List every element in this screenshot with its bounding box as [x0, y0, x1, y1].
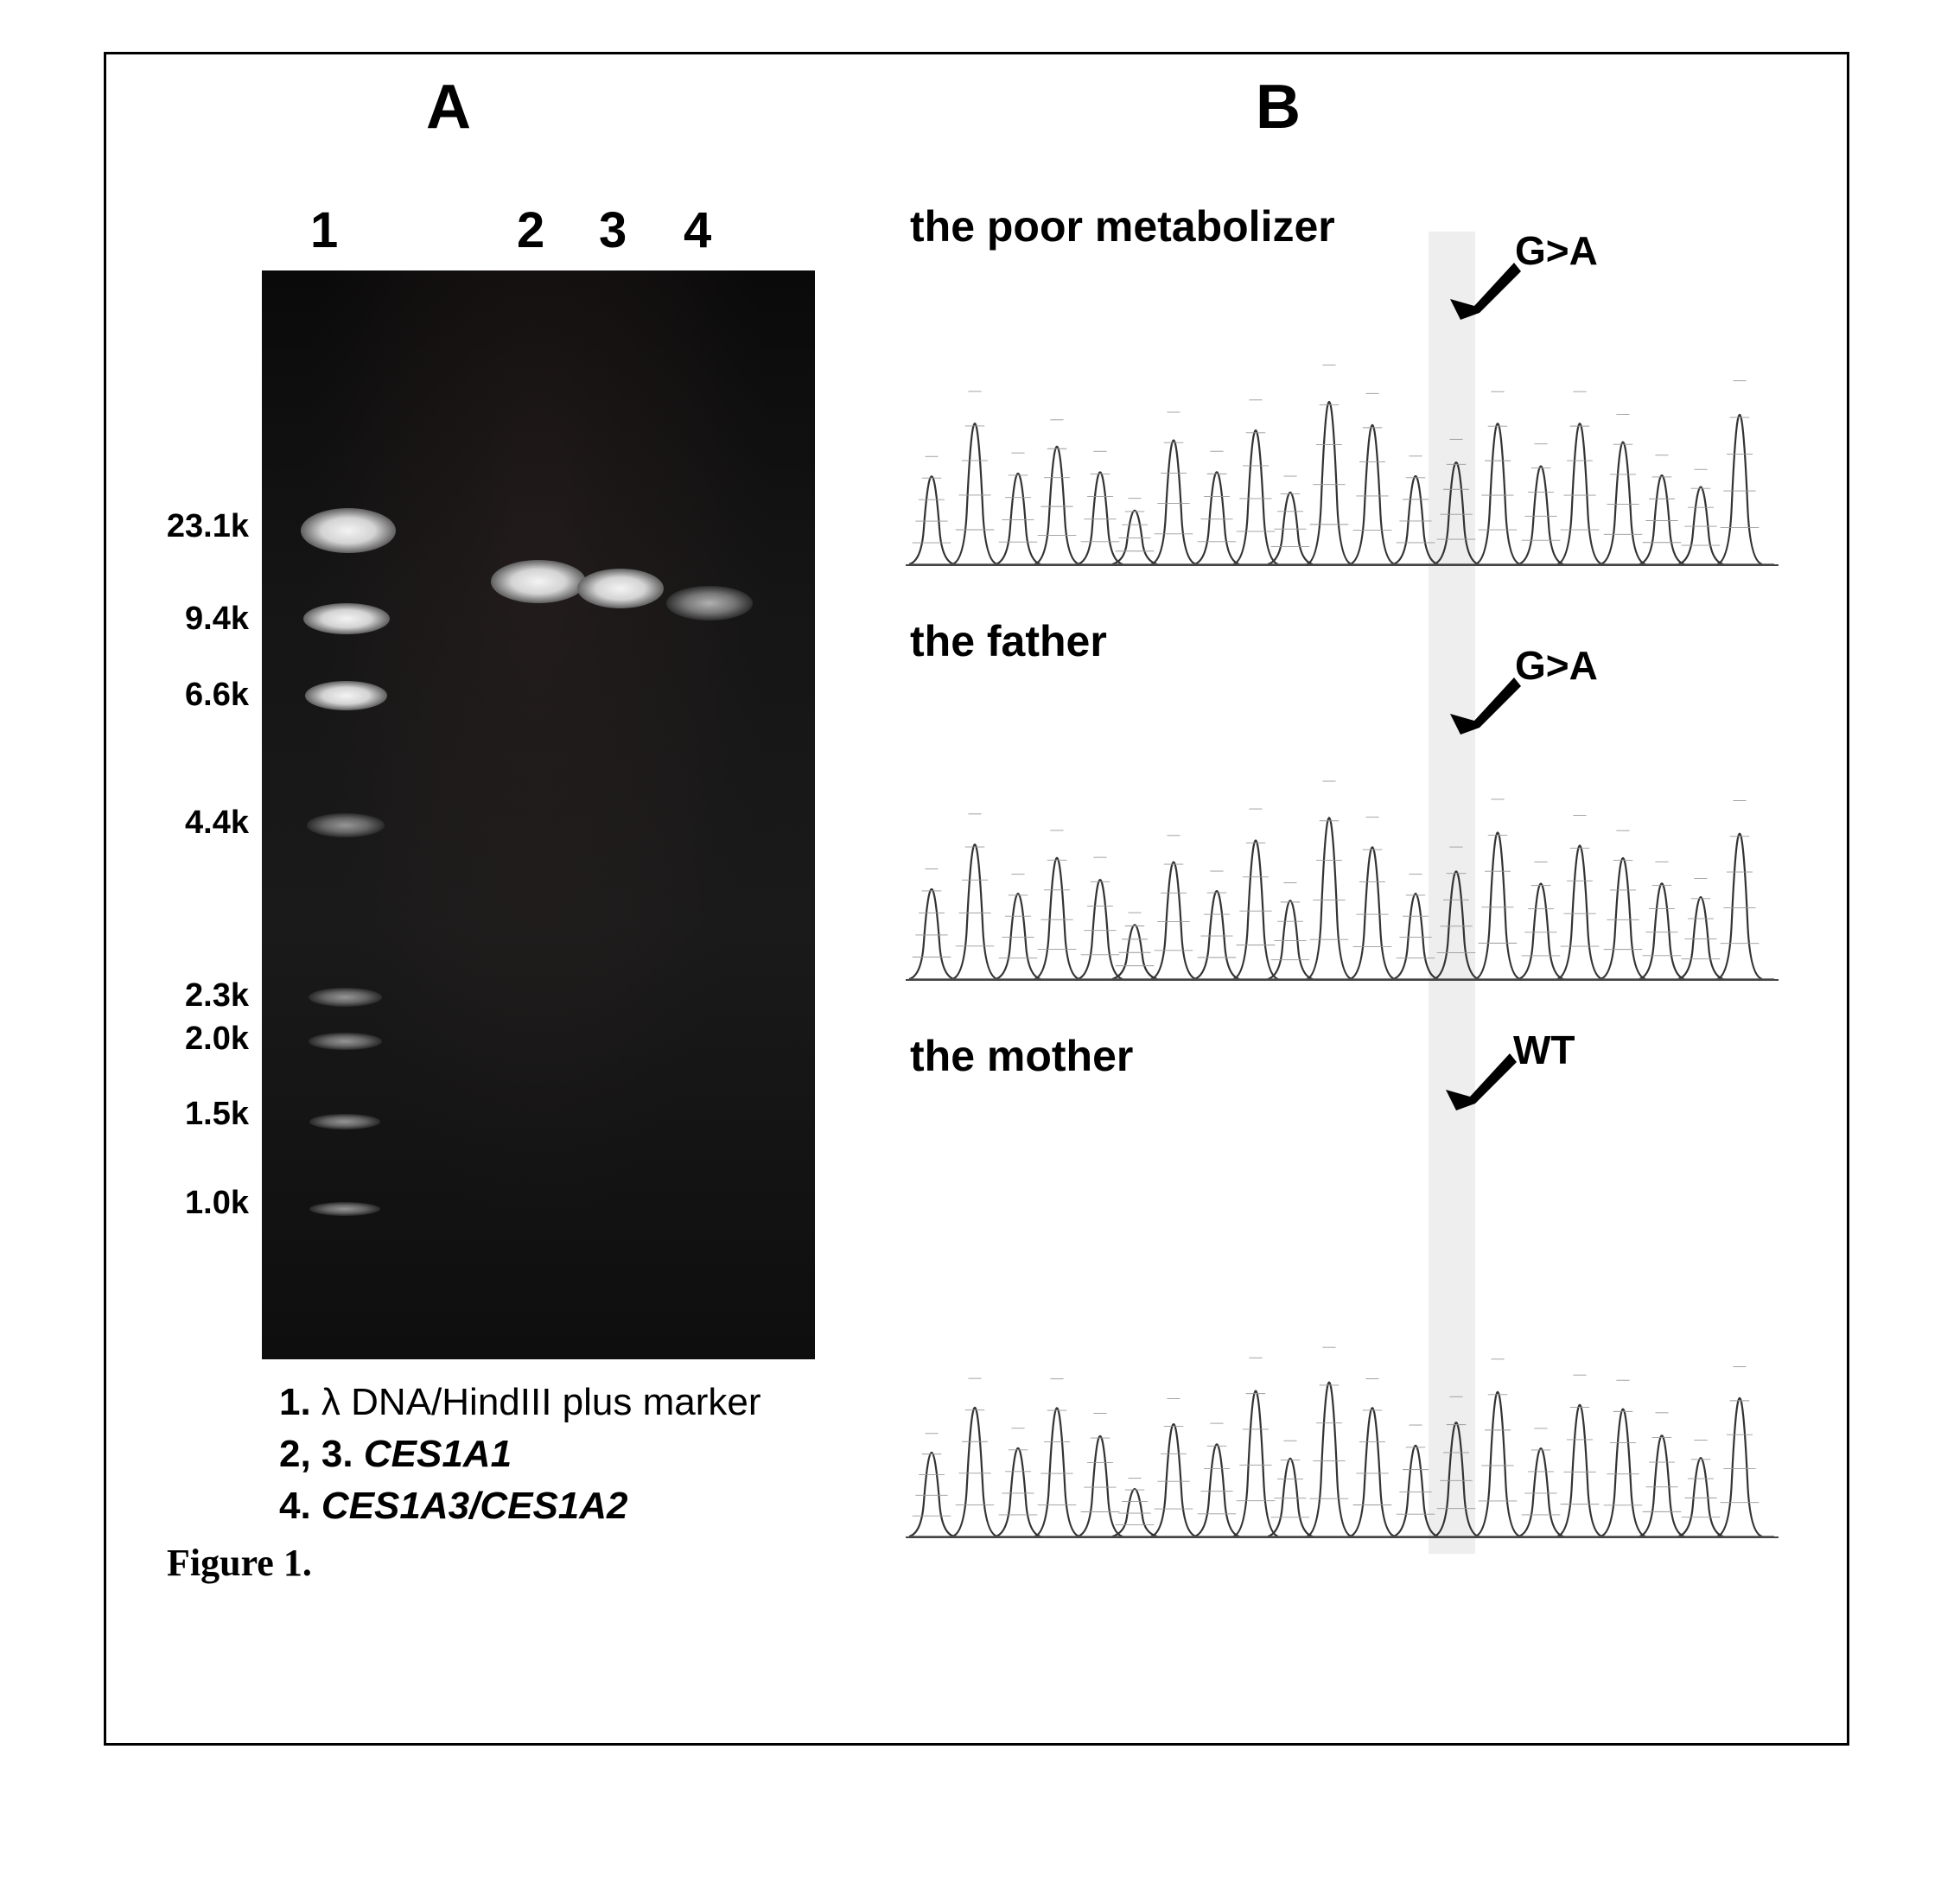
- ladder-size-label: 9.4k: [154, 601, 249, 638]
- legend-line-3: 4. CES1A3/CES1A2: [279, 1485, 628, 1528]
- ladder-size-label: 23.1k: [154, 508, 249, 545]
- sample-band-lane3: [577, 569, 664, 608]
- lane-label-2: 2: [517, 201, 544, 259]
- ladder-band: [307, 813, 385, 837]
- chromatogram-father: [906, 668, 1779, 996]
- chrom-baseline: [906, 564, 1779, 566]
- ladder-size-label: 2.0k: [154, 1021, 249, 1058]
- legend-line-2: 2, 3. CES1A1: [279, 1433, 512, 1476]
- legend-text-1: λ DNA/HindIII plus marker: [311, 1381, 761, 1423]
- ladder-size-label: 2.3k: [154, 977, 249, 1015]
- lane-label-3: 3: [599, 201, 627, 259]
- ladder-size-label: 6.6k: [154, 677, 249, 714]
- ladder-size-label: 4.4k: [154, 805, 249, 842]
- panel-b-label: B: [1256, 72, 1301, 143]
- ladder-size-label: 1.0k: [154, 1185, 249, 1222]
- arrow-icon: [1446, 1048, 1524, 1122]
- ladder-band: [309, 1033, 382, 1050]
- sample-band-lane2: [491, 560, 586, 603]
- ladder-band: [305, 681, 387, 710]
- legend-text-3: CES1A3/CES1A2: [311, 1485, 628, 1527]
- chrom-title-poor-metabolizer: the poor metabolizer: [910, 201, 1335, 251]
- chrom-title-mother: the mother: [910, 1031, 1133, 1081]
- lane-label-1: 1: [310, 201, 338, 259]
- figure-frame: A B 1 2 3 4 23.1k 9.4k 6.6k 4.4k 2.3k 2.…: [104, 52, 1849, 1746]
- legend-num-1: 1.: [279, 1381, 311, 1423]
- legend-line-1: 1. λ DNA/HindIII plus marker: [279, 1381, 761, 1424]
- legend-num-2: 2, 3.: [279, 1433, 353, 1475]
- chrom-title-father: the father: [910, 616, 1107, 666]
- sample-band-lane4: [666, 586, 753, 620]
- chromatogram-mother: [906, 1225, 1779, 1554]
- ladder-band: [309, 1202, 380, 1216]
- ladder-band: [303, 603, 390, 634]
- legend-text-2: CES1A1: [353, 1433, 512, 1475]
- ladder-size-label: 1.5k: [154, 1096, 249, 1133]
- ladder-band: [301, 508, 396, 553]
- chrom-baseline: [906, 1536, 1779, 1538]
- legend-num-3: 4.: [279, 1485, 311, 1527]
- ladder-band: [309, 1114, 380, 1129]
- chrom-baseline: [906, 979, 1779, 981]
- ladder-band: [309, 988, 382, 1007]
- gel-image: [262, 270, 815, 1359]
- panel-a-label: A: [426, 72, 471, 143]
- lane-label-4: 4: [684, 201, 711, 259]
- figure-caption: Figure 1.: [167, 1541, 312, 1585]
- chromatogram-poor-metabolizer: [906, 253, 1779, 582]
